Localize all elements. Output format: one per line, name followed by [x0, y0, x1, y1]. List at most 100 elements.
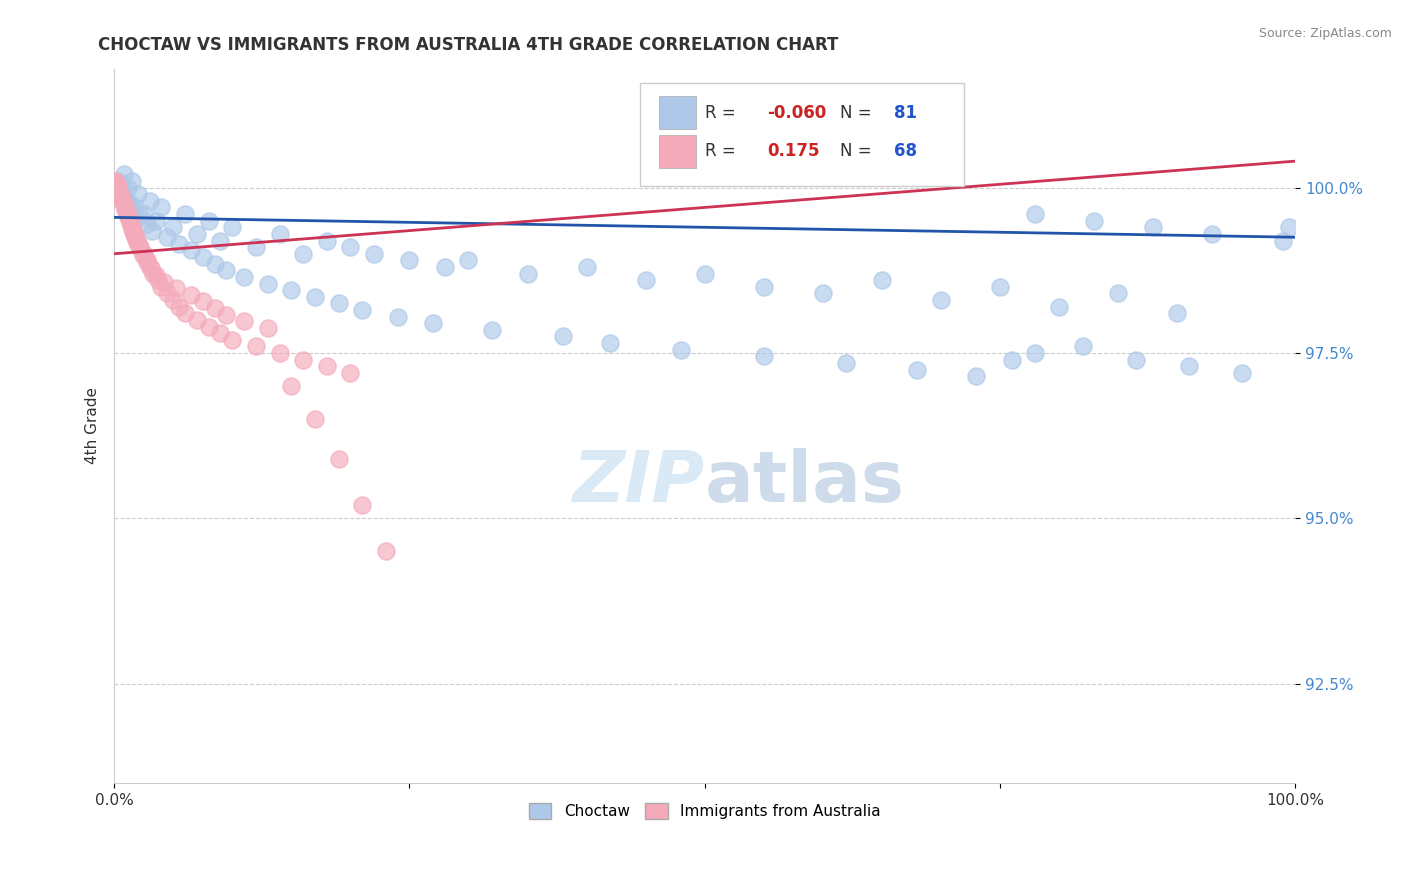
- Point: [121, 174, 143, 188]
- Point: [551, 329, 574, 343]
- Point: [905, 362, 928, 376]
- Text: 68: 68: [894, 143, 917, 161]
- Point: [315, 359, 337, 374]
- Point: [112, 167, 135, 181]
- Text: CHOCTAW VS IMMIGRANTS FROM AUSTRALIA 4TH GRADE CORRELATION CHART: CHOCTAW VS IMMIGRANTS FROM AUSTRALIA 4TH…: [98, 36, 839, 54]
- Point: [1178, 359, 1201, 374]
- Y-axis label: 4th Grade: 4th Grade: [86, 387, 100, 464]
- Text: N =: N =: [841, 143, 877, 161]
- Point: [215, 263, 238, 277]
- Point: [1142, 220, 1164, 235]
- Point: [304, 290, 326, 304]
- Point: [1278, 220, 1301, 235]
- Point: [256, 277, 278, 291]
- Point: [132, 248, 155, 262]
- Point: [108, 187, 131, 202]
- Point: [108, 187, 131, 202]
- Point: [599, 336, 621, 351]
- Point: [1107, 286, 1129, 301]
- Point: [146, 273, 169, 287]
- Point: [256, 321, 278, 335]
- Point: [1024, 207, 1046, 221]
- Point: [752, 280, 775, 294]
- Point: [209, 326, 232, 340]
- Point: [128, 242, 150, 256]
- Point: [870, 273, 893, 287]
- Point: [167, 300, 190, 314]
- Point: [269, 227, 291, 241]
- Point: [233, 269, 256, 284]
- Text: ZIP: ZIP: [572, 449, 704, 517]
- Point: [575, 260, 598, 274]
- Point: [233, 314, 256, 328]
- Point: [398, 253, 420, 268]
- Point: [124, 228, 146, 243]
- Point: [422, 316, 444, 330]
- Point: [110, 190, 132, 204]
- Point: [180, 244, 202, 258]
- Point: [374, 544, 396, 558]
- Text: R =: R =: [704, 103, 741, 122]
- Point: [114, 202, 136, 216]
- Point: [114, 201, 136, 215]
- Point: [132, 207, 155, 221]
- FancyBboxPatch shape: [658, 135, 696, 168]
- Point: [204, 257, 226, 271]
- Point: [141, 224, 163, 238]
- Point: [457, 253, 479, 268]
- Point: [292, 246, 315, 260]
- Point: [153, 275, 176, 289]
- Point: [141, 261, 163, 276]
- Point: [104, 174, 127, 188]
- Point: [191, 294, 214, 309]
- Point: [156, 230, 179, 244]
- Point: [110, 178, 132, 192]
- Point: [516, 267, 538, 281]
- Point: [112, 195, 135, 210]
- Point: [136, 217, 159, 231]
- Point: [197, 319, 219, 334]
- Point: [117, 180, 139, 194]
- Point: [117, 211, 139, 225]
- Point: [339, 366, 361, 380]
- Point: [1125, 352, 1147, 367]
- Point: [118, 213, 141, 227]
- FancyBboxPatch shape: [640, 83, 965, 186]
- Legend: Choctaw, Immigrants from Australia: Choctaw, Immigrants from Australia: [523, 797, 887, 825]
- Point: [245, 240, 267, 254]
- Text: R =: R =: [704, 143, 741, 161]
- Point: [304, 412, 326, 426]
- Point: [634, 273, 657, 287]
- Point: [124, 230, 146, 244]
- Point: [215, 308, 238, 322]
- Point: [142, 267, 165, 281]
- Point: [280, 379, 302, 393]
- Point: [315, 234, 337, 248]
- Point: [108, 180, 131, 194]
- Point: [221, 333, 243, 347]
- Point: [150, 201, 173, 215]
- Text: 81: 81: [894, 103, 917, 122]
- Point: [132, 246, 155, 260]
- Point: [138, 194, 160, 208]
- Text: Source: ZipAtlas.com: Source: ZipAtlas.com: [1258, 27, 1392, 40]
- Point: [115, 203, 138, 218]
- Point: [352, 498, 374, 512]
- Point: [120, 215, 142, 229]
- Point: [988, 280, 1011, 294]
- Point: [186, 227, 208, 241]
- Point: [125, 234, 148, 248]
- Point: [693, 267, 716, 281]
- Point: [122, 227, 145, 241]
- Point: [135, 254, 157, 268]
- Text: atlas: atlas: [704, 449, 904, 517]
- Point: [221, 220, 243, 235]
- FancyBboxPatch shape: [658, 96, 696, 129]
- Point: [280, 283, 302, 297]
- Point: [108, 184, 131, 198]
- Point: [292, 352, 315, 367]
- Point: [328, 451, 350, 466]
- Point: [197, 213, 219, 227]
- Text: -0.060: -0.060: [768, 103, 827, 122]
- Point: [165, 281, 187, 295]
